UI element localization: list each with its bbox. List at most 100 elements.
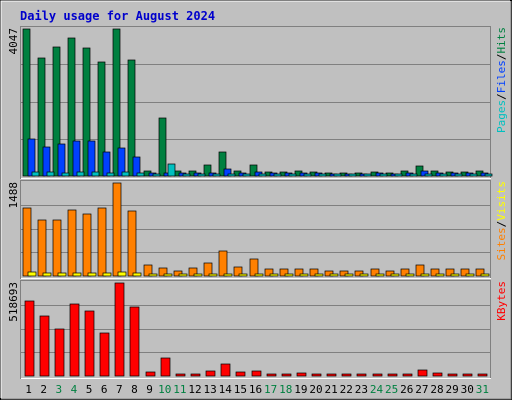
hits-panel-bar-pages-17 — [273, 173, 282, 177]
hits-panel-bar-pages-22 — [348, 173, 357, 177]
sites-panel-bar-visits-11 — [178, 273, 188, 277]
day-label-18: 18 — [279, 383, 292, 396]
sites-panel-bar-sites-27 — [415, 264, 425, 277]
day-label-30: 30 — [461, 383, 474, 396]
hits-panel-bar-pages-14 — [227, 173, 236, 177]
hits-panel-bar-pages-5 — [91, 171, 100, 177]
hits-panel-legend-item: / — [495, 93, 508, 100]
day-label-31: 31 — [476, 383, 489, 396]
sites-panel-bar-sites-26 — [400, 268, 410, 277]
sites-panel-bar-visits-29 — [450, 273, 460, 277]
sites-panel-legend-item: / — [495, 221, 508, 228]
hits-panel-legend-item: Hits — [495, 27, 508, 54]
hits-panel-bar-hits-6 — [97, 61, 106, 177]
day-label-9: 9 — [146, 383, 153, 396]
hits-panel-bar-files-8 — [132, 156, 141, 177]
day-label-15: 15 — [234, 383, 247, 396]
hits-panel-bar-pages-19 — [303, 173, 312, 177]
sites-panel-bar-sites-5 — [82, 213, 92, 277]
hits-panel-bar-hits-8 — [127, 59, 136, 177]
hits-panel-bar-files-14 — [223, 168, 232, 177]
hits-panel-legend-item: / — [495, 54, 508, 61]
kbytes-panel-bar-kbytes-22 — [341, 373, 352, 377]
hits-panel-bar-pages-21 — [333, 173, 342, 177]
hits-panel-bar-pages-2 — [46, 171, 55, 177]
kbytes-panel-bar-kbytes-4 — [69, 303, 80, 377]
sites-panel-bar-visits-27 — [420, 273, 430, 277]
day-label-6: 6 — [101, 383, 108, 396]
day-label-1: 1 — [25, 383, 32, 396]
day-label-25: 25 — [385, 383, 398, 396]
sites-panel-bar-visits-16 — [254, 273, 264, 277]
hits-panel-bar-pages-16 — [258, 173, 267, 177]
hits-panel-max-label: 4047 — [7, 28, 20, 55]
kbytes-panel-max-label: 518693 — [7, 282, 20, 322]
hits-panel-bar-pages-30 — [469, 173, 478, 177]
sites-panel-bar-visits-25 — [390, 273, 400, 277]
sites-panel-bar-sites-21 — [324, 270, 334, 277]
kbytes-panel-bar-kbytes-20 — [311, 373, 322, 377]
day-label-19: 19 — [294, 383, 307, 396]
sites-panel-bar-visits-1 — [27, 271, 37, 277]
sites-panel-bar-visits-10 — [163, 273, 173, 277]
sites-panel-bar-visits-24 — [375, 273, 385, 277]
hits-panel-bar-pages-8 — [136, 172, 145, 177]
day-label-3: 3 — [56, 383, 63, 396]
hits-panel-bar-pages-7 — [121, 171, 130, 177]
sites-panel-bar-sites-4 — [67, 209, 77, 277]
sites-panel-bar-visits-20 — [314, 273, 324, 277]
hits-panel-bar-hits-16 — [249, 164, 258, 177]
hits-panel-bar-files-5 — [87, 140, 96, 177]
kbytes-panel-bar-kbytes-3 — [54, 328, 65, 377]
sites-panel-bar-sites-19 — [294, 268, 304, 277]
sites-panel-bar-sites-22 — [339, 270, 349, 277]
sites-panel-bar-sites-25 — [385, 270, 395, 277]
sites-panel-legend-item: Visits — [495, 181, 508, 221]
day-label-10: 10 — [158, 383, 171, 396]
hits-panel-bar-pages-12 — [197, 173, 206, 177]
sites-panel-bar-visits-17 — [269, 273, 279, 277]
hits-panel-bar-pages-27 — [424, 173, 433, 177]
sites-panel-bar-visits-26 — [405, 273, 415, 277]
sites-panel-bar-sites-11 — [173, 270, 183, 277]
kbytes-panel-bar-kbytes-11 — [175, 373, 186, 377]
hits-panel-bar-hits-13 — [203, 164, 212, 177]
day-label-8: 8 — [131, 383, 138, 396]
hits-panel-legend-item: Pages — [495, 100, 508, 133]
hits-panel-bar-files-3 — [57, 143, 66, 177]
day-label-11: 11 — [173, 383, 186, 396]
sites-panel-bar-sites-7 — [112, 182, 122, 277]
kbytes-panel-bar-kbytes-31 — [477, 373, 488, 377]
kbytes-panel-bar-kbytes-16 — [251, 370, 262, 377]
hits-panel-bar-pages-29 — [454, 173, 463, 177]
hits-panel-bar-files-4 — [72, 140, 81, 177]
sites-panel-legend-item: Sites — [495, 227, 508, 260]
hits-panel-bar-hits-7 — [112, 28, 121, 177]
hits-panel-bar-hits-2 — [37, 57, 46, 177]
kbytes-panel-bar-kbytes-7 — [114, 282, 125, 377]
kbytes-panel-bar-kbytes-12 — [190, 373, 201, 377]
hits-panel-bar-pages-24 — [379, 173, 388, 177]
sites-panel-bar-visits-23 — [359, 273, 369, 277]
hits-panel-bar-pages-1 — [31, 171, 40, 177]
sites-panel-bar-sites-2 — [37, 219, 47, 277]
kbytes-panel-bar-kbytes-14 — [220, 363, 231, 377]
hits-panel-bar-pages-15 — [242, 173, 251, 177]
kbytes-panel-bar-kbytes-18 — [281, 373, 292, 377]
kbytes-panel-bar-kbytes-19 — [296, 372, 307, 377]
kbytes-panel-bar-kbytes-24 — [372, 373, 383, 377]
sites-panel-max-label: 1488 — [7, 182, 20, 209]
hits-panel-bar-pages-3 — [61, 172, 70, 177]
day-label-12: 12 — [188, 383, 201, 396]
sites-panel-bar-sites-30 — [460, 268, 470, 277]
kbytes-panel-bar-kbytes-28 — [432, 372, 443, 377]
hits-panel-bar-pages-20 — [318, 173, 327, 177]
hits-panel-bar-pages-6 — [106, 172, 115, 177]
day-label-5: 5 — [86, 383, 93, 396]
kbytes-panel-bar-kbytes-26 — [402, 373, 413, 377]
sites-panel-bar-visits-7 — [117, 271, 127, 277]
kbytes-panel-bar-kbytes-25 — [387, 373, 398, 377]
day-label-2: 2 — [40, 383, 47, 396]
